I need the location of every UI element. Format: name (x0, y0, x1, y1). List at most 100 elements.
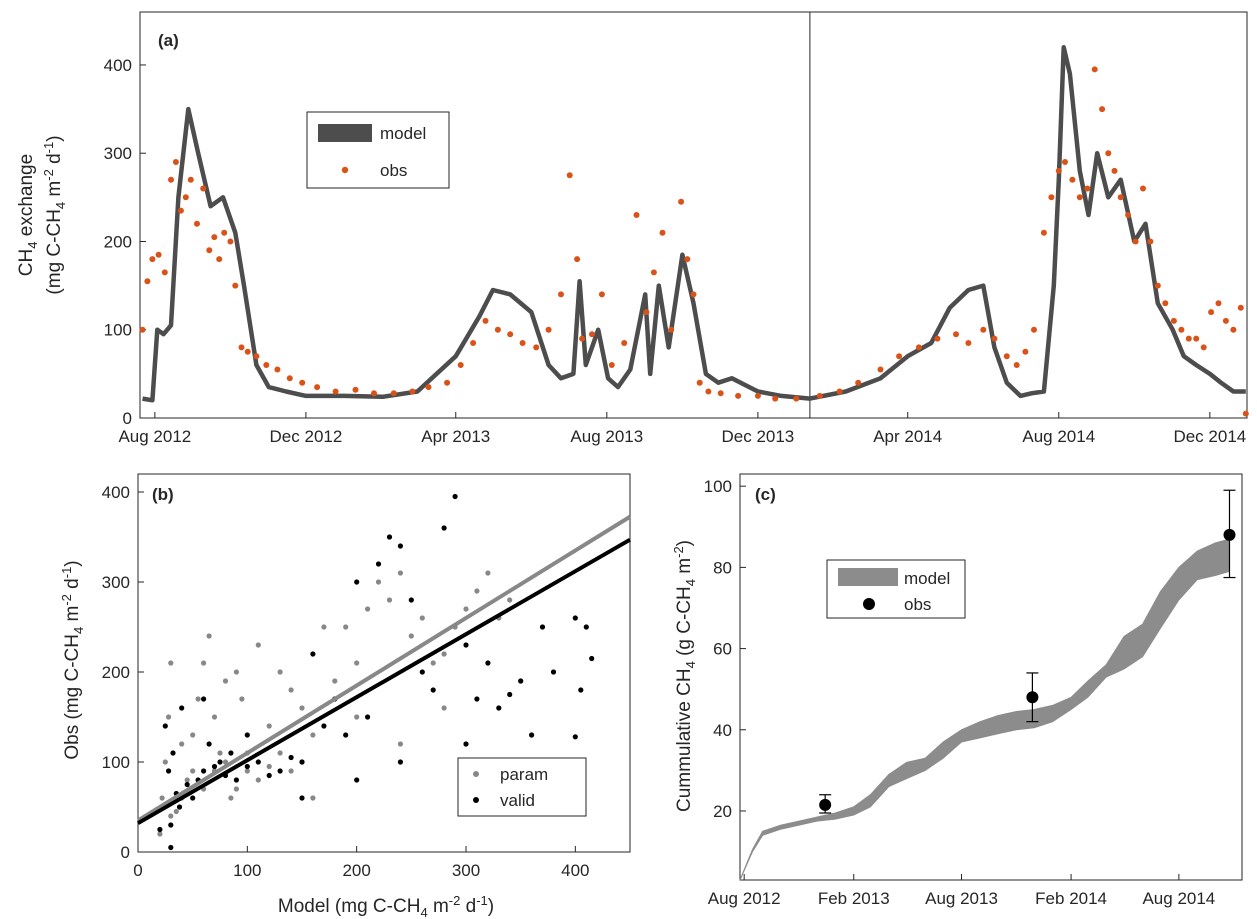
obs-point (855, 379, 862, 386)
valid-point (343, 732, 349, 738)
ylabel-part: (g C-CH (674, 586, 695, 661)
x-tick-label: Aug 2014 (1022, 427, 1095, 446)
obs-point (877, 366, 884, 373)
ylabel-part: ) (62, 560, 83, 566)
obs-point (1200, 344, 1207, 351)
x-tick-label: Aug 2014 (1142, 889, 1215, 908)
ylabel-part: ) (44, 135, 65, 141)
legend-valid-marker (473, 797, 479, 803)
obs-point (690, 291, 697, 298)
param-point (168, 813, 174, 819)
obs-point (1091, 66, 1098, 73)
valid-point (166, 768, 172, 774)
legend-obs-marker (863, 598, 875, 610)
param-point (463, 606, 469, 612)
legend-obs-label: obs (904, 595, 931, 614)
obs-point (533, 344, 540, 351)
panel-label: (c) (755, 485, 776, 504)
obs-point (991, 335, 998, 342)
param-point (397, 570, 403, 576)
valid-point (463, 642, 469, 648)
obs-point (1162, 300, 1169, 307)
param-point (310, 795, 316, 801)
valid-point (179, 705, 185, 711)
x-tick-label: Dec 2013 (721, 427, 794, 446)
obs-point (390, 390, 397, 397)
obs-point (819, 798, 832, 811)
param-point (507, 597, 513, 603)
plot-frame (137, 473, 631, 853)
valid-point (397, 759, 403, 765)
x-tick-label: Feb 2014 (1035, 889, 1107, 908)
param-point (365, 606, 371, 612)
xlabel-part: ) (488, 896, 494, 917)
valid-point (583, 624, 589, 630)
x-tick-label: 100 (233, 861, 261, 880)
obs-point (1178, 326, 1185, 333)
x-tick-label: 0 (133, 861, 142, 880)
ylabel-part: CH (16, 249, 37, 276)
ylabel-sub: 4 (683, 661, 698, 668)
param-point (354, 660, 360, 666)
ylabel-part: exchange (16, 154, 37, 242)
x-tick-label: Dec 2012 (270, 427, 343, 446)
obs-point (238, 344, 245, 351)
param-point (201, 660, 207, 666)
valid-point (228, 750, 234, 756)
obs-point (1193, 335, 1200, 342)
param-point (206, 633, 212, 639)
param-point (441, 651, 447, 657)
obs-point (579, 335, 586, 342)
panel-label: (a) (158, 31, 179, 50)
obs-point (1069, 176, 1076, 183)
param-point (162, 759, 168, 765)
obs-point (216, 256, 223, 263)
obs-point (332, 388, 339, 395)
param-point (159, 795, 165, 801)
ylabel-part: (mg C-CH (44, 209, 65, 295)
ylabel-part: m (62, 606, 83, 627)
y-tick-label: 100 (704, 477, 732, 496)
obs-point (1048, 194, 1055, 201)
valid-point (365, 714, 371, 720)
xlabel-part: d (460, 896, 476, 917)
obs-point (211, 234, 218, 241)
param-point (266, 723, 272, 729)
valid-point (217, 759, 223, 765)
obs-point (425, 384, 432, 391)
param-point (354, 714, 360, 720)
obs-point (221, 229, 228, 236)
param-point (228, 795, 234, 801)
panel-a: Aug 2012 Dec 2012 Apr 2013 Aug 2013 Dec 2013… (16, 11, 1249, 446)
obs-point (965, 340, 972, 346)
valid-point (299, 759, 305, 765)
valid-point (441, 525, 447, 531)
valid-point (288, 754, 294, 761)
x-tick-label: Aug 2012 (708, 889, 781, 908)
ylabel-part: m (44, 181, 65, 202)
valid-point (266, 772, 272, 779)
valid-point (539, 624, 546, 630)
valid-point (485, 660, 491, 666)
y-tick-label: 100 (104, 321, 132, 340)
legend-param-marker (473, 771, 479, 777)
y-axis-label: Obs (mg C-CH4 m-2 d-1) (59, 560, 86, 759)
ylabel-sup: -2 (59, 594, 74, 606)
legend-model-label: model (380, 124, 426, 143)
valid-point (578, 687, 584, 693)
valid-point (354, 579, 360, 585)
param-point (190, 768, 196, 774)
valid-point (184, 781, 190, 788)
obs-point (1170, 317, 1177, 324)
valid-point (375, 561, 382, 567)
param-point (255, 642, 261, 648)
valid-point (211, 763, 218, 770)
x-tick-label: Aug 2013 (570, 427, 643, 446)
obs-point (717, 390, 724, 397)
param-point (343, 624, 349, 630)
param-point (179, 741, 185, 747)
obs-point (696, 379, 703, 386)
valid-point (572, 734, 578, 740)
xlabel-part: m (428, 896, 449, 917)
